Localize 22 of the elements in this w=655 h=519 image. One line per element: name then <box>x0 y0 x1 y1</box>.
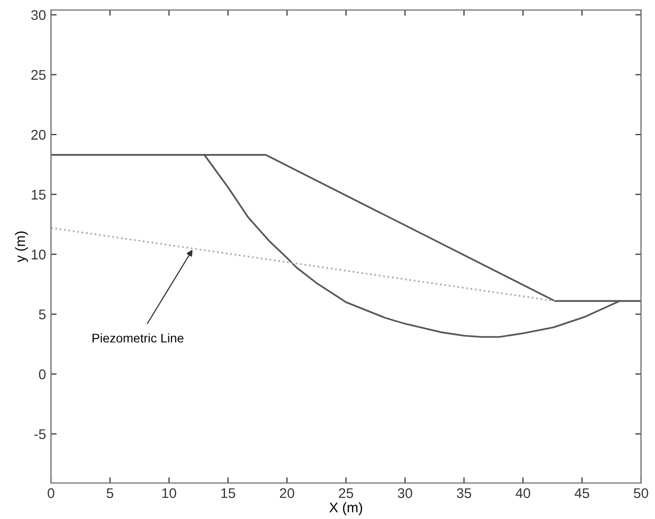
x-tick-label: 50 <box>634 488 648 498</box>
x-tick-label: 30 <box>398 488 412 498</box>
y-tick-label: 20 <box>31 130 46 140</box>
x-tick-label: 20 <box>280 488 294 498</box>
y-tick-label: 0 <box>38 369 46 380</box>
y-tick-label: 30 <box>31 10 46 20</box>
y-tick-label: 15 <box>32 190 46 200</box>
y-tick-label: -5 <box>34 429 46 440</box>
x-tick-label: 25 <box>338 488 354 498</box>
y-tick-label: 5 <box>38 310 46 320</box>
x-tick-label: 15 <box>221 488 236 498</box>
x-tick-label: 35 <box>456 488 472 498</box>
y-axis-title: y (m) <box>14 232 28 262</box>
x-tick-label: 0 <box>48 488 54 498</box>
x-tick-label: 45 <box>574 488 590 498</box>
x-tick-label: 10 <box>162 488 176 498</box>
x-axis-title: X (m) <box>329 502 362 516</box>
y-tick-label: 10 <box>32 250 46 260</box>
y-tick-label: 25 <box>31 70 46 80</box>
x-tick-label: 40 <box>516 488 530 498</box>
x-tick-label: 5 <box>106 488 114 498</box>
annotation: Piezometric Line <box>92 333 184 343</box>
